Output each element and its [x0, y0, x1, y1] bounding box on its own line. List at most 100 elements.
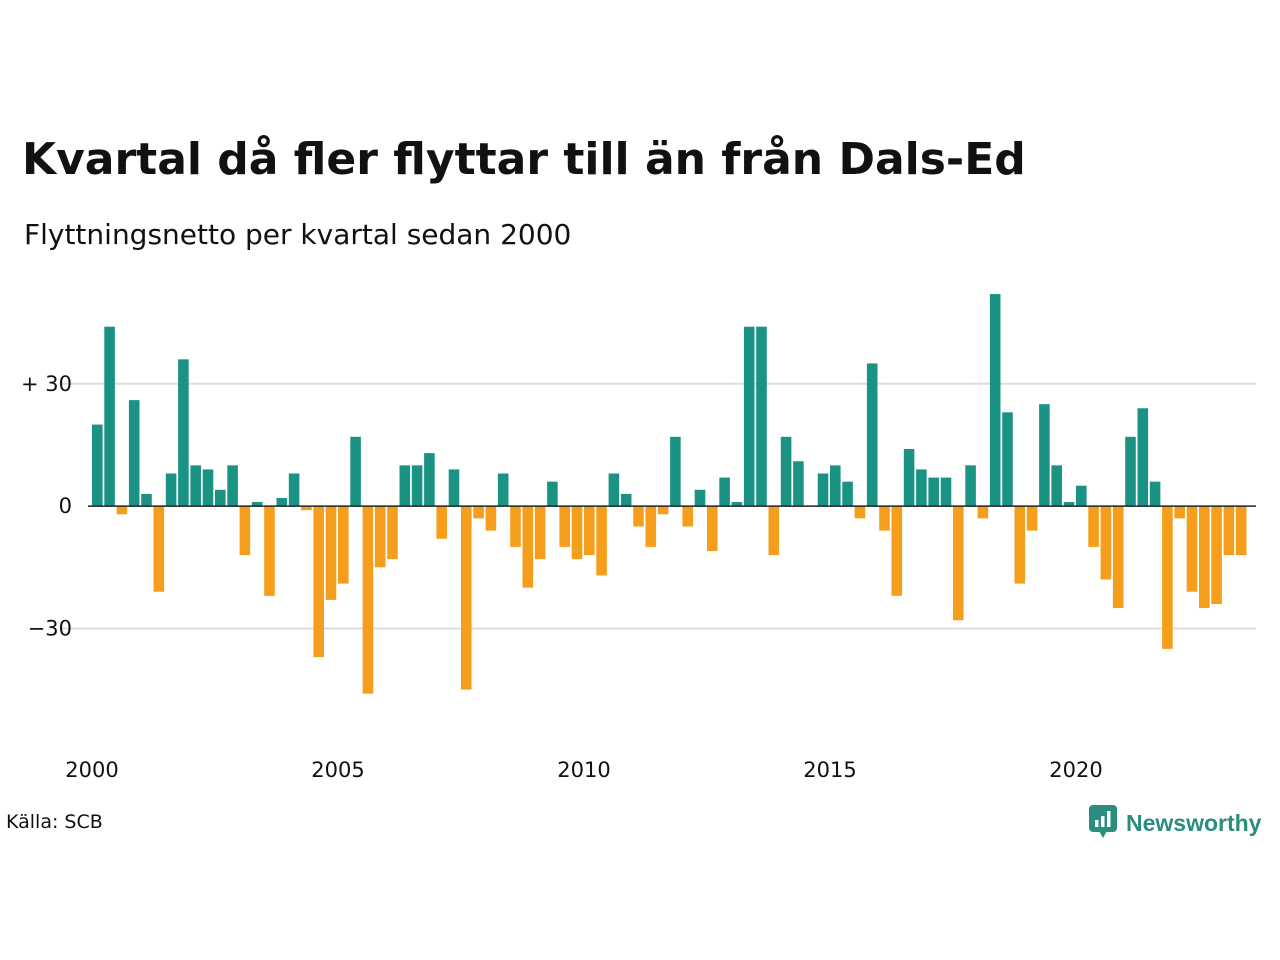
bar-2011-k1	[633, 506, 644, 527]
bar-2000-k3	[116, 506, 128, 515]
bar-2005-k2	[350, 436, 361, 507]
bar-2001-k1	[141, 493, 152, 507]
bar-2023-k1	[1223, 506, 1235, 556]
bar-2013-k2	[743, 326, 755, 507]
bar-2002-k2	[202, 469, 214, 507]
bar-2003-k4	[276, 497, 288, 507]
chart-title: Kvartal då fler flyttar till än från Dal…	[22, 134, 1026, 185]
bar-2015-k4	[866, 363, 878, 507]
bar-2004-k3	[313, 506, 324, 657]
bar-2016-k3	[903, 449, 915, 507]
bar-2004-k4	[325, 506, 337, 600]
brand-name: Newsworthy	[1126, 809, 1262, 836]
bar-2003-k1	[239, 506, 251, 556]
bar-2010-k3	[608, 473, 620, 507]
bar-2019-k3	[1051, 465, 1062, 507]
bar-2010-k2	[596, 506, 607, 576]
bar-2010-k1	[584, 506, 595, 556]
bar-2022-k3	[1199, 506, 1210, 609]
bar-2023-k2	[1235, 506, 1247, 556]
bar-2002-k4	[227, 465, 238, 507]
bar-2001-k4	[178, 359, 189, 507]
bar-2007-k2	[448, 469, 460, 507]
bar-2022-k4	[1211, 506, 1222, 604]
bar-2017-k4	[965, 465, 976, 507]
bar-2018-k3	[1002, 412, 1013, 507]
bar-2018-k4	[1014, 506, 1026, 584]
bar-2011-k3	[657, 506, 669, 515]
bar-2009-k2	[547, 481, 558, 507]
bar-2008-k2	[497, 473, 509, 507]
bar-chart: + 30 0 −30 2000 2005 2010 2015 2020	[21, 294, 1256, 782]
bar-2017-k1	[928, 477, 939, 507]
bar-2021-k2	[1137, 408, 1149, 507]
bar-2012-k4	[719, 477, 730, 507]
bar-2011-k4	[670, 436, 681, 507]
bar-2019-k1	[1026, 506, 1038, 531]
bar-2018-k2	[989, 294, 1001, 507]
bar-2017-k2	[940, 477, 952, 507]
bar-2017-k3	[953, 506, 964, 621]
bar-2012-k1	[682, 506, 693, 527]
bar-2015-k3	[854, 506, 866, 519]
bar-2007-k3	[461, 506, 472, 690]
bar-2014-k1	[780, 436, 792, 507]
bar-2013-k3	[756, 326, 767, 507]
bar-2008-k3	[510, 506, 521, 547]
bar-2016-k4	[916, 469, 927, 507]
bar-2020-k3	[1100, 506, 1112, 580]
bar-2021-k1	[1125, 436, 1136, 507]
bar-2022-k1	[1174, 506, 1185, 519]
bar-2006-k4	[424, 453, 435, 507]
bar-2000-k1	[92, 424, 103, 507]
x-tick-label: 2005	[311, 758, 364, 782]
bar-2021-k4	[1162, 506, 1173, 649]
y-tick-label: + 30	[21, 372, 72, 396]
bar-2006-k2	[399, 465, 411, 507]
y-tick-label: −30	[28, 616, 72, 640]
y-tick-label: 0	[59, 494, 72, 518]
bar-2012-k3	[707, 506, 718, 551]
bar-2022-k2	[1186, 506, 1198, 592]
bar-2007-k4	[473, 506, 484, 519]
bar-2001-k3	[165, 473, 177, 507]
bar-2002-k1	[190, 465, 201, 507]
bar-2015-k2	[842, 481, 853, 507]
bar-2002-k3	[215, 489, 226, 507]
bar-2019-k2	[1039, 404, 1050, 507]
bar-2014-k4	[817, 473, 829, 507]
bar-2001-k2	[153, 506, 165, 592]
bar-2015-k1	[830, 465, 841, 507]
bar-2008-k1	[485, 506, 497, 531]
bar-2020-k4	[1112, 506, 1124, 609]
x-axis-labels: 2000 2005 2010 2015 2020	[65, 758, 1102, 782]
x-tick-label: 2020	[1049, 758, 1102, 782]
bar-2000-k2	[104, 326, 115, 507]
bar-2016-k2	[891, 506, 903, 596]
bar-2005-k1	[338, 506, 349, 584]
bar-2021-k3	[1149, 481, 1161, 507]
bars	[92, 294, 1247, 694]
gridlines	[62, 382, 1256, 630]
bar-2014-k2	[793, 461, 804, 507]
bar-2010-k4	[620, 493, 632, 507]
bar-2018-k1	[977, 506, 989, 519]
bar-2008-k4	[522, 506, 534, 588]
bar-2012-k2	[694, 489, 706, 507]
bar-2020-k1	[1076, 485, 1087, 507]
bar-2009-k3	[559, 506, 570, 547]
bar-2006-k3	[411, 465, 423, 507]
y-axis-labels: + 30 0 −30	[21, 372, 72, 641]
bar-2006-k1	[387, 506, 398, 560]
bar-2019-k4	[1063, 502, 1075, 507]
bar-2016-k1	[879, 506, 890, 531]
bar-2005-k4	[374, 506, 386, 568]
brand-logo[interactable]: Newsworthy	[1088, 804, 1261, 842]
x-tick-label: 2000	[65, 758, 118, 782]
bar-2000-k4	[128, 400, 140, 507]
x-tick-label: 2010	[557, 758, 610, 782]
bar-2007-k1	[436, 506, 447, 539]
bar-2003-k3	[264, 506, 275, 596]
x-tick-label: 2015	[803, 758, 856, 782]
bar-2003-k2	[251, 502, 263, 507]
